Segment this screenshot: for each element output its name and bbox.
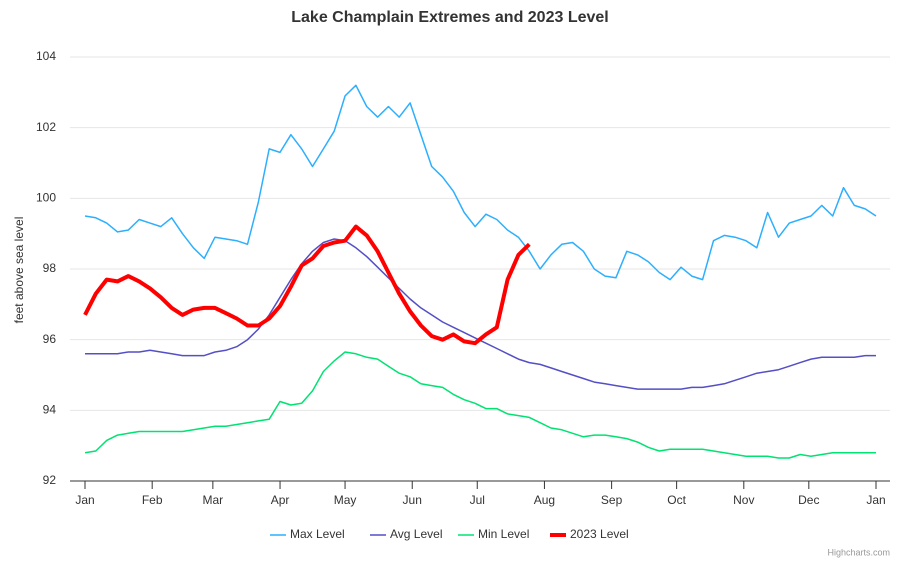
- x-tick-label: Dec: [798, 493, 819, 507]
- x-tick-label: Jul: [470, 493, 485, 507]
- legend-label: Min Level: [478, 527, 529, 541]
- legend-label: Max Level: [290, 527, 345, 541]
- y-tick-label: 94: [43, 403, 57, 417]
- series-line: [85, 238, 876, 390]
- y-tick-label: 92: [43, 473, 57, 487]
- x-tick-label: Jun: [403, 493, 422, 507]
- x-tick-label: Feb: [142, 493, 163, 507]
- x-tick-label: Apr: [271, 493, 290, 507]
- x-tick-label: Nov: [733, 493, 754, 507]
- x-tick-label: Jan: [866, 493, 885, 507]
- series-line: [84, 351, 876, 459]
- x-tick-label: Mar: [203, 493, 224, 507]
- x-tick-label: Aug: [534, 493, 555, 507]
- y-tick-label: 104: [36, 49, 56, 63]
- y-tick-label: 96: [43, 332, 57, 346]
- legend-label: Avg Level: [390, 527, 442, 541]
- legend-label: 2023 Level: [570, 527, 629, 541]
- chart-title: Lake Champlain Extremes and 2023 Level: [291, 9, 608, 26]
- y-tick-label: 100: [36, 191, 56, 205]
- x-tick-label: Oct: [667, 493, 686, 507]
- series-line: [84, 84, 877, 281]
- y-tick-label: 98: [43, 261, 57, 275]
- credits: Highcharts.com: [827, 547, 890, 557]
- series-line: [83, 224, 531, 346]
- y-tick-label: 102: [36, 120, 56, 134]
- y-axis-title: feet above sea level: [12, 217, 26, 324]
- x-tick-label: Sep: [601, 493, 623, 507]
- x-tick-label: Jan: [75, 493, 94, 507]
- x-tick-label: May: [334, 493, 357, 507]
